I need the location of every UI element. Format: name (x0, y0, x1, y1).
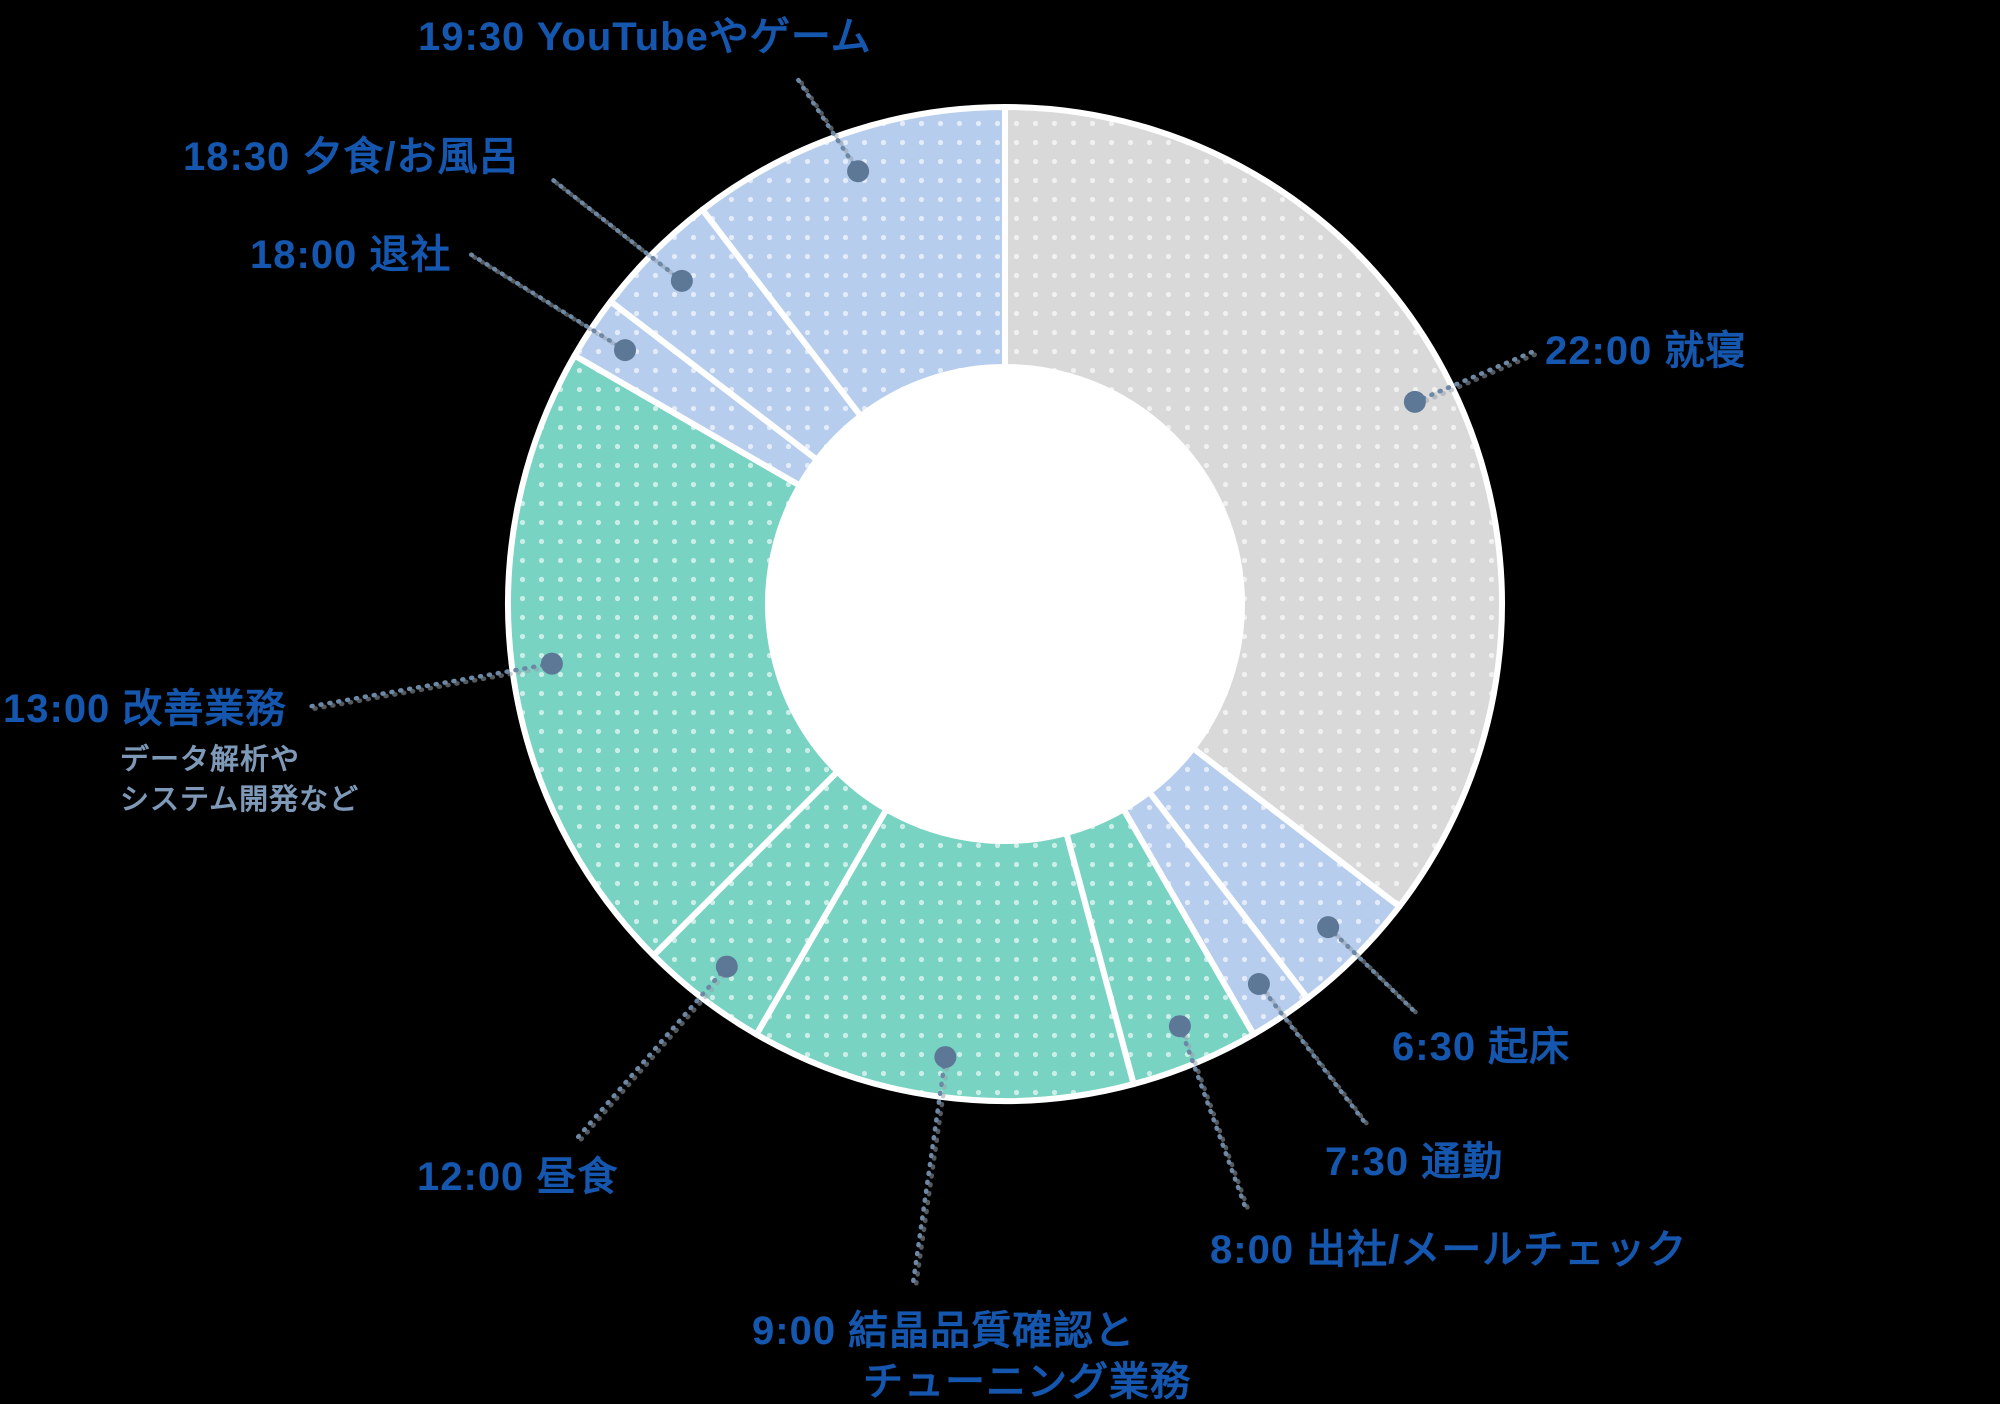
leader-line-lunch (575, 964, 730, 1140)
donut-hole (768, 367, 1242, 841)
leader-line-sleep (1412, 349, 1535, 405)
leader-line-shadow (553, 180, 688, 286)
leader-line-shadow (1415, 352, 1538, 407)
leader-line-shadow (307, 663, 558, 712)
segment-marker-lunch (715, 955, 738, 978)
leader-line-leave-office (464, 249, 628, 353)
segment-dot-texture (507, 106, 1502, 1102)
leader-line-dinner-bath (550, 177, 685, 284)
leader-line-shadow (1180, 1026, 1253, 1217)
leader-line-shadow (795, 75, 864, 177)
leader-line-crystal-quality-check-tuning (910, 1054, 948, 1286)
segment-marker-crystal-quality-check-tuning (934, 1046, 957, 1069)
segment-marker-sleep (1403, 390, 1426, 413)
segment-marker-arrive-office-email-check (1168, 1015, 1191, 1038)
leader-line-youtube-games (792, 72, 861, 174)
leader-line-shadow (578, 966, 733, 1142)
segment-marker-wake-up (1317, 916, 1340, 939)
leader-line-shadow (1328, 927, 1421, 1017)
leader-line-commute (1256, 981, 1369, 1127)
segment-marker-commute (1247, 972, 1270, 995)
leader-line-shadow (913, 1057, 951, 1288)
leader-line-wake-up (1325, 924, 1418, 1015)
segment-marker-youtube-games (847, 160, 870, 183)
segment-marker-leave-office (614, 339, 637, 362)
leader-line-improvement-work (304, 661, 555, 710)
leader-line-arrive-office-email-check (1177, 1023, 1250, 1215)
segment-marker-dinner-bath (670, 269, 693, 292)
segment-marker-improvement-work (540, 652, 563, 675)
